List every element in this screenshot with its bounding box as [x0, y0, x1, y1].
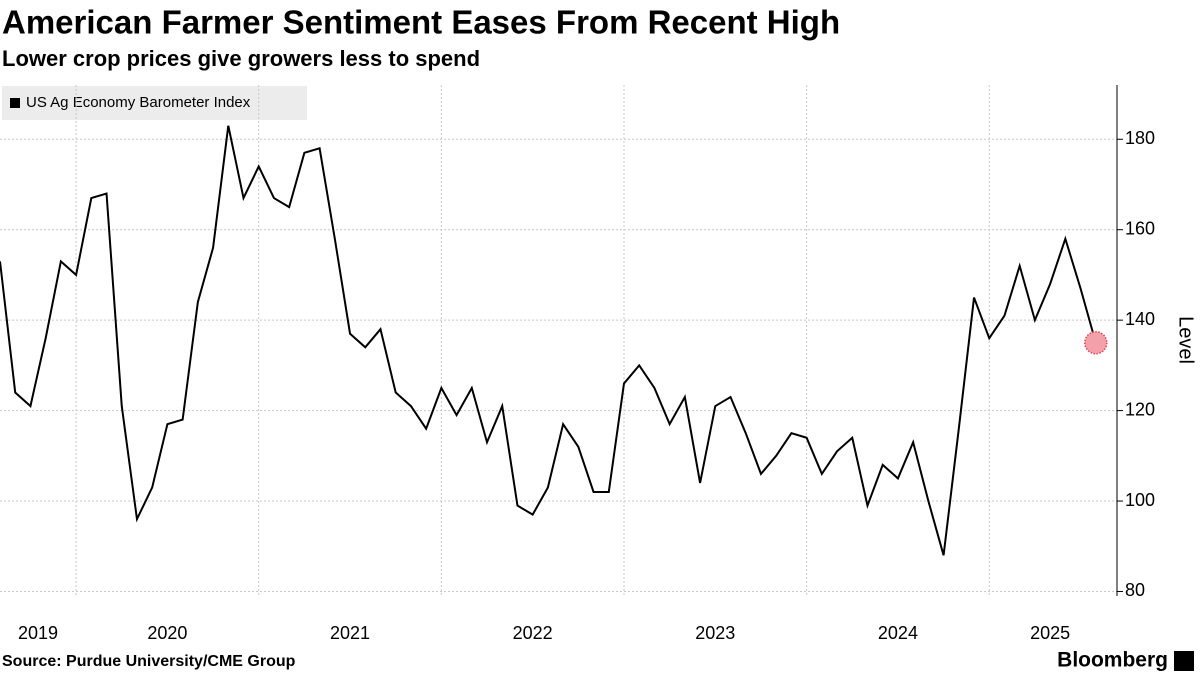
chart-subtitle: Lower crop prices give growers less to s… — [2, 46, 480, 71]
y-tick-label: 100 — [1125, 490, 1155, 510]
legend-label: US Ag Economy Barometer Index — [26, 94, 251, 111]
x-tick-label: 2019 — [18, 623, 58, 643]
x-tick-label: 2020 — [147, 623, 187, 643]
brand-icon — [1174, 651, 1194, 671]
y-axis-label: Level — [1175, 316, 1197, 364]
chart-title: American Farmer Sentiment Eases From Rec… — [2, 4, 840, 41]
y-tick-label: 160 — [1125, 218, 1155, 238]
y-tick-label: 120 — [1125, 399, 1155, 419]
last-point — [1084, 331, 1108, 355]
y-tick-label: 80 — [1125, 580, 1145, 600]
x-tick-label: 2023 — [695, 623, 735, 643]
y-tick-label: 140 — [1125, 309, 1155, 329]
x-tick-label: 2024 — [878, 623, 918, 643]
y-tick-label: 180 — [1125, 128, 1155, 148]
brand: Bloomberg — [1057, 649, 1168, 672]
line — [0, 125, 1097, 556]
legend-box — [2, 86, 307, 120]
x-tick-label: 2022 — [513, 623, 553, 643]
x-tick-label: 2021 — [330, 623, 370, 643]
source: Source: Purdue University/CME Group — [2, 653, 296, 670]
x-tick-label: 2025 — [1030, 623, 1070, 643]
legend-swatch — [10, 98, 20, 108]
